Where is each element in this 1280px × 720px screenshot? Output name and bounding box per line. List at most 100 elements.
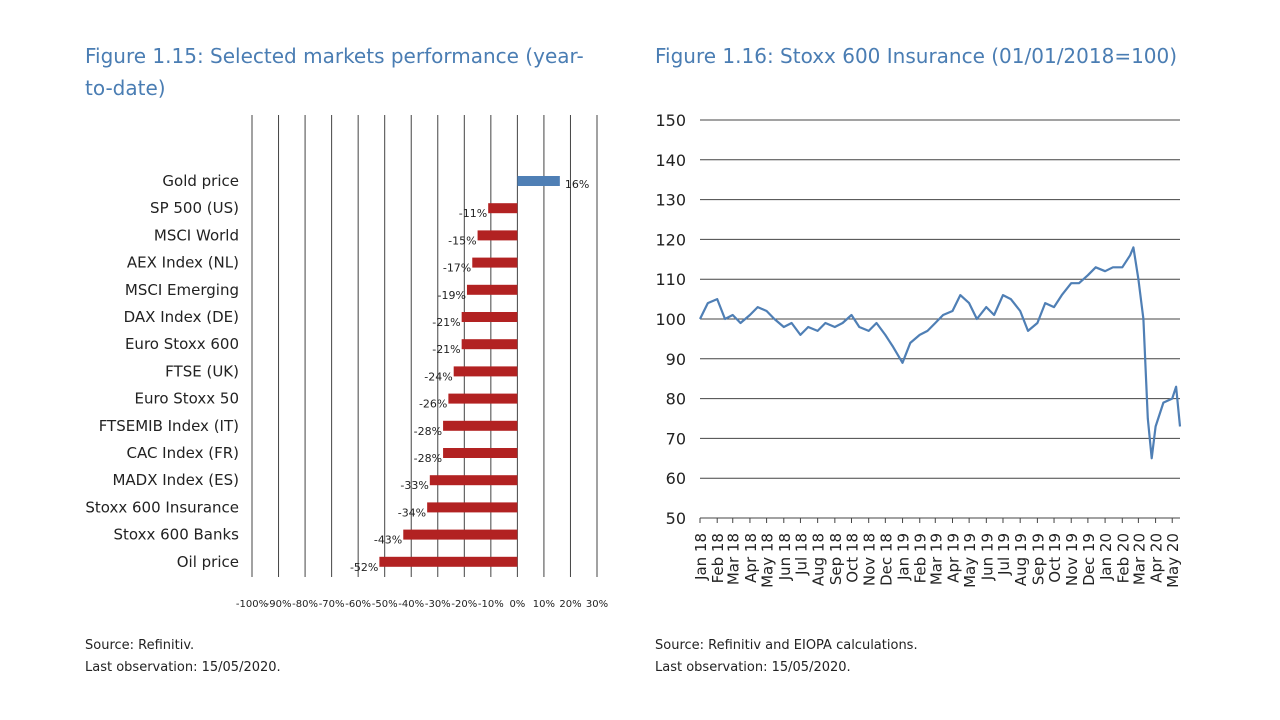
- x-tick-label: Sep 18: [827, 533, 845, 585]
- insurance-index-line: [699, 246, 1182, 460]
- x-tick-label: -30%: [425, 599, 451, 610]
- figure-1-source-text: Source: Refinitiv.: [85, 638, 195, 653]
- category-label: CAC Index (FR): [126, 444, 239, 462]
- data-label: -17%: [443, 262, 471, 275]
- y-tick-label: 140: [655, 151, 686, 170]
- figure-1-last-observation: Last observation: 15/05/2020.: [85, 660, 281, 675]
- y-tick-label: 80: [666, 390, 686, 409]
- bar: [427, 502, 518, 513]
- x-tick-label: -20%: [451, 599, 477, 610]
- y-tick-label: 130: [655, 191, 686, 210]
- figure-1-source: Source: Refinitiv. Last observation: 15/…: [85, 635, 281, 679]
- data-label: -34%: [398, 506, 426, 519]
- x-tick-label: Jun 18: [776, 533, 794, 581]
- x-tick-label: Dec 18: [877, 533, 895, 586]
- bar: [453, 366, 518, 377]
- data-label: -21%: [432, 343, 460, 356]
- x-tick-label: 0%: [509, 599, 525, 610]
- bar: [379, 556, 518, 567]
- data-label: -24%: [424, 370, 452, 383]
- x-tick-label: Jul 19: [995, 533, 1013, 576]
- data-label: -11%: [459, 207, 487, 220]
- category-label: Stoxx 600 Insurance: [85, 498, 239, 516]
- figure-2-source: Source: Refinitiv and EIOPA calculations…: [655, 635, 918, 679]
- y-tick-label: 110: [655, 270, 686, 289]
- x-tick-label: Mar 18: [725, 533, 743, 585]
- x-tick-label: 20%: [559, 599, 581, 610]
- bar: [488, 203, 518, 214]
- category-label: DAX Index (DE): [124, 308, 239, 326]
- bar: [461, 312, 518, 322]
- bar: [403, 529, 518, 540]
- x-tick-label: Feb 20: [1114, 533, 1132, 583]
- y-tick-label: 120: [655, 230, 686, 249]
- x-tick-label: May 20: [1164, 533, 1182, 588]
- data-label: -52%: [350, 561, 378, 574]
- data-label: -15%: [448, 234, 476, 247]
- x-tick-label: -80%: [292, 599, 318, 610]
- data-label: -28%: [414, 452, 442, 465]
- x-tick-label: Apr 20: [1148, 533, 1166, 583]
- y-tick-label: 60: [666, 469, 686, 488]
- stoxx-insurance-line-chart: 50 60 70 80 90 100 110 120 130 140 150 Jan 18 Feb 18…: [655, 111, 1182, 588]
- x-tick-label: Jan 20: [1097, 533, 1115, 581]
- y-tick-label: 150: [655, 111, 686, 130]
- bar: [477, 230, 518, 241]
- bar: [466, 284, 518, 295]
- figure-2-last-observation: Last observation: 15/05/2020.: [655, 660, 851, 675]
- x-tick-label: Feb 19: [912, 533, 930, 583]
- figure-1-title: Figure 1.15: Selected markets performanc…: [85, 44, 584, 100]
- x-tick-label: -100%: [236, 599, 268, 610]
- x-tick-label: -50%: [372, 599, 398, 610]
- x-tick-label: Jul 18: [792, 533, 810, 576]
- x-tick-label: Oct 18: [843, 533, 861, 583]
- data-label: -26%: [419, 398, 447, 411]
- x-tick-label: -90%: [266, 599, 292, 610]
- category-label: MADX Index (ES): [112, 471, 239, 489]
- x-tick-label: Aug 19: [1012, 533, 1030, 586]
- x-tick-label: -40%: [398, 599, 424, 610]
- data-label: -19%: [438, 289, 466, 302]
- x-tick-label: Dec 19: [1080, 533, 1098, 586]
- x-tick-label: Oct 19: [1046, 533, 1064, 583]
- bar: [517, 176, 560, 186]
- y-tick-label: 90: [666, 350, 686, 369]
- bar: [443, 448, 518, 458]
- x-tick-label: 10%: [533, 599, 555, 610]
- x-tick-label: Feb 18: [709, 533, 727, 583]
- x-tick-label: 30%: [586, 599, 608, 610]
- bar: [461, 339, 518, 350]
- y-tick-label: 70: [666, 429, 686, 448]
- data-label: -21%: [432, 316, 460, 329]
- x-tick-label: Nov 19: [1063, 533, 1081, 586]
- category-label: Euro Stoxx 600: [125, 335, 239, 353]
- figure-2-title: Figure 1.16: Stoxx 600 Insurance (01/01/…: [655, 44, 1178, 68]
- x-tick-label: May 19: [961, 533, 979, 588]
- x-tick-label: Jun 19: [978, 533, 996, 581]
- category-label: FTSEMIB Index (IT): [99, 417, 239, 435]
- data-label: 16%: [565, 178, 589, 191]
- category-label: MSCI World: [154, 226, 239, 244]
- bar: [429, 475, 518, 486]
- data-label: -28%: [414, 425, 442, 438]
- category-label: AEX Index (NL): [127, 254, 239, 272]
- bar: [472, 257, 518, 268]
- bar: [448, 393, 518, 404]
- category-label: Oil price: [177, 553, 239, 571]
- x-tick-label: Sep 19: [1029, 533, 1047, 585]
- bar: [443, 420, 518, 431]
- x-tick-label: Nov 18: [861, 533, 879, 586]
- data-label: -43%: [374, 534, 402, 547]
- category-label: MSCI Emerging: [125, 281, 239, 299]
- category-label: FTSE (UK): [165, 362, 239, 380]
- x-tick-label: -60%: [345, 599, 371, 610]
- y-tick-label: 100: [655, 310, 686, 329]
- x-tick-label: Jan 18: [692, 533, 710, 581]
- category-label: Euro Stoxx 50: [135, 390, 240, 408]
- category-label: Gold price: [162, 172, 239, 190]
- x-tick-label: Apr 19: [944, 533, 962, 583]
- x-tick-label: -70%: [319, 599, 345, 610]
- category-label: SP 500 (US): [150, 199, 239, 217]
- y-tick-label: 50: [666, 509, 686, 528]
- x-tick-label: Mar 20: [1130, 533, 1148, 585]
